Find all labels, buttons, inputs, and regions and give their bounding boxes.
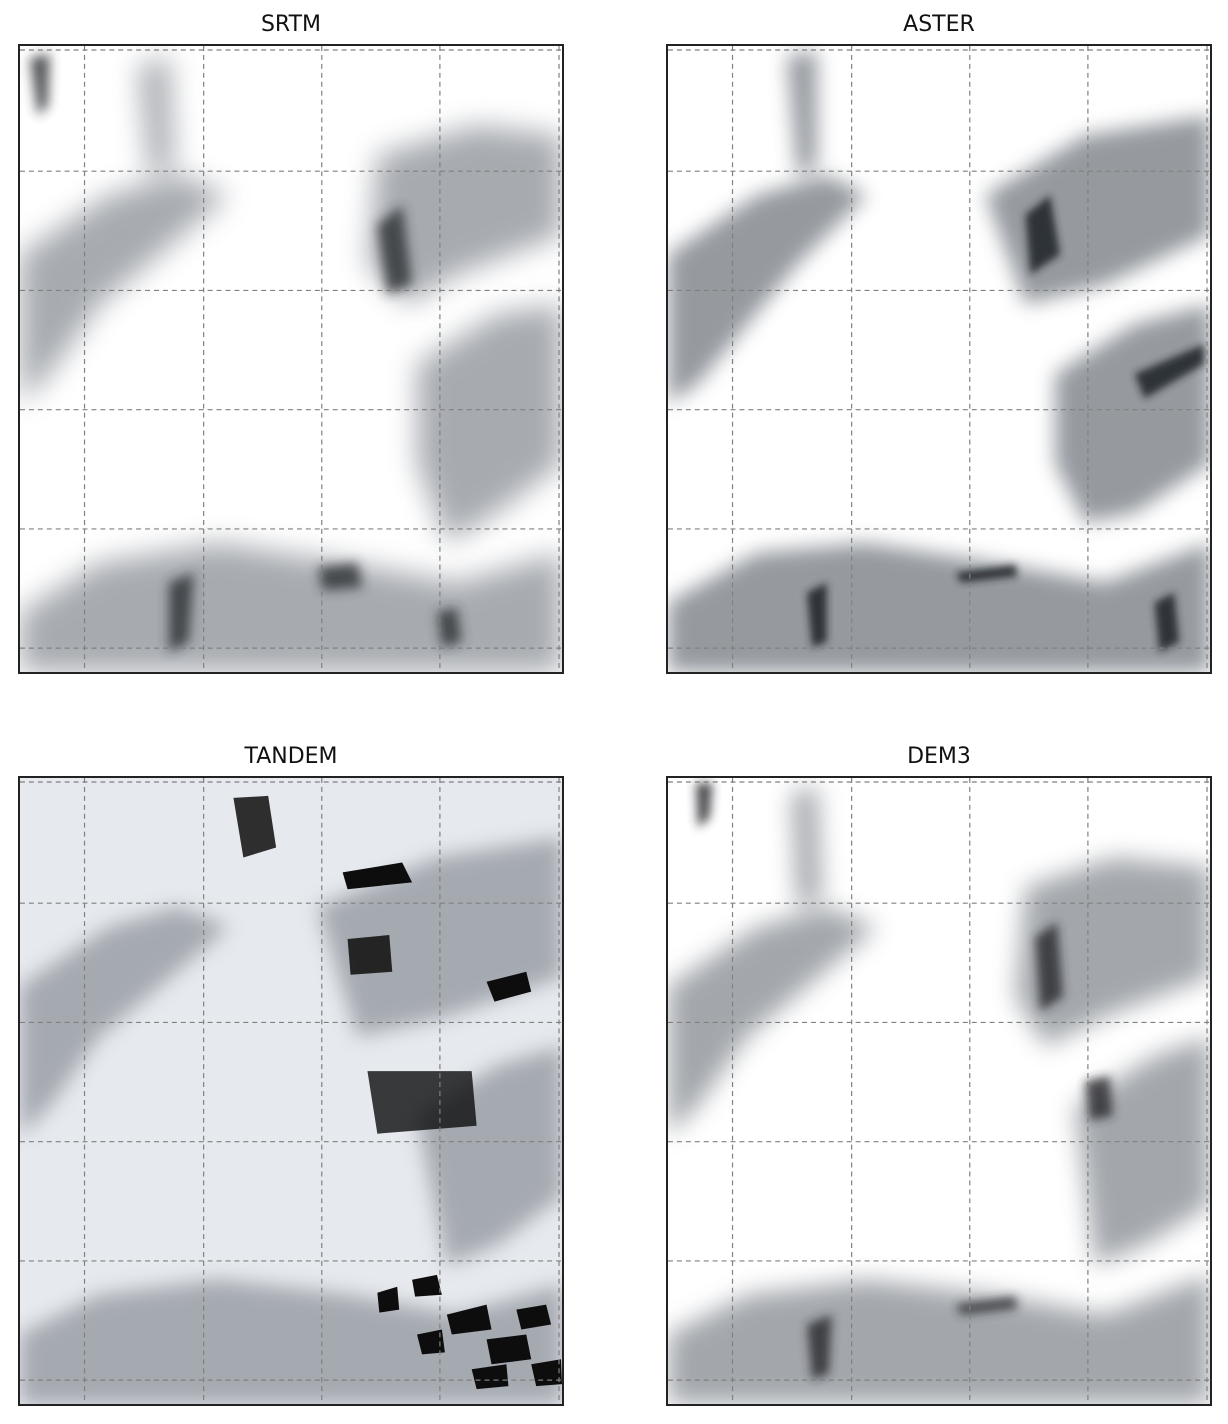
artifact-blobs-tandem: [233, 795, 562, 1390]
panel-tandem: TANDEM: [18, 742, 564, 1406]
panel-title-tandem: TANDEM: [244, 744, 338, 769]
hillshade-aster: [668, 46, 1210, 672]
hillshade-map-tandem: [18, 776, 564, 1406]
hillshade-map-srtm: [18, 44, 564, 674]
hillshade-map-dem3: [666, 776, 1212, 1406]
hillshade-srtm: [20, 46, 562, 672]
panel-srtm: SRTM: [18, 10, 564, 674]
grid-lines-dem3: [668, 778, 1210, 1404]
grid-lines-tandem: [20, 778, 562, 1404]
grid-lines-srtm: [20, 46, 562, 672]
hillshade-map-aster: [666, 44, 1212, 674]
panel-title-aster: ASTER: [903, 12, 975, 37]
grid-lines-aster: [668, 46, 1210, 672]
panel-title-srtm: SRTM: [260, 12, 322, 37]
panel-title-dem3: DEM3: [907, 744, 971, 769]
panel-dem3: DEM3: [666, 742, 1212, 1406]
panel-aster: ASTER: [666, 10, 1212, 674]
hillshade-tandem: [20, 778, 562, 1404]
hillshade-dem3: [668, 778, 1210, 1404]
